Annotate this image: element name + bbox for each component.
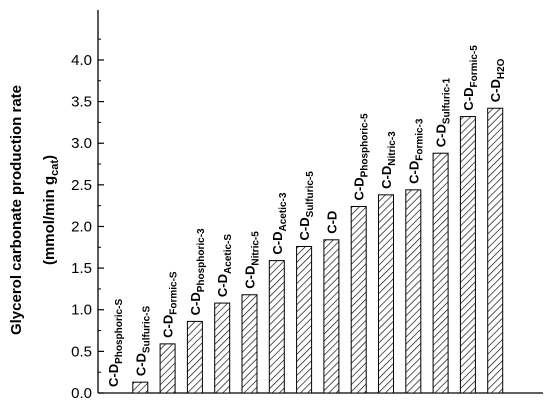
y-tick-label: 2.5 <box>71 177 92 194</box>
y-tick-label: 0.5 <box>71 343 92 360</box>
bar <box>268 260 285 394</box>
bar-label: C-DSulfuric-S <box>133 306 152 377</box>
bar <box>241 294 258 394</box>
bar-label: C-DFormic-3 <box>406 118 425 184</box>
bar-label: C-DPhosphoric-5 <box>352 113 371 200</box>
bar <box>214 302 231 394</box>
y-tick-label: 1.5 <box>71 260 92 277</box>
y-axis-unit-main: (mmol/min g <box>41 176 58 265</box>
bar <box>296 245 313 394</box>
bar-label: C-DH2O <box>488 58 507 102</box>
bar <box>350 205 367 394</box>
y-tick-label: 3.5 <box>71 94 92 111</box>
y-axis-unit-end: ) <box>41 155 58 160</box>
bar <box>132 381 149 394</box>
bar-label: C-D <box>324 211 339 234</box>
y-axis-title: Glycerol carbonate production rate (mmol… <box>8 85 61 335</box>
bar <box>186 320 203 394</box>
bar <box>459 116 476 394</box>
y-axis-title-line1: Glycerol carbonate production rate <box>8 85 25 335</box>
y-tick-label: 0.0 <box>71 385 92 402</box>
y-axis-title-line2: (mmol/min gcat) <box>41 155 61 265</box>
bar-label: C-DSulfuric-5 <box>297 171 316 241</box>
bar-label: C-DNitric-3 <box>379 131 398 189</box>
bar-label: C-DPhosphoric-3 <box>188 228 207 315</box>
bar <box>487 107 504 394</box>
y-axis-unit-sub: cat <box>49 160 61 176</box>
y-tick-label: 3.0 <box>71 135 92 152</box>
bar-label: C-DFormic-5 <box>461 45 480 111</box>
bar <box>405 189 422 394</box>
bar <box>159 343 176 394</box>
bar <box>323 239 340 394</box>
y-tick-label: 1.0 <box>71 302 92 319</box>
plot-area: 0.0 0.5 1.0 1.5 2.0 2.5 3.0 3.5 4.0 C-DPhosphoric… <box>71 10 543 402</box>
bar <box>378 194 394 394</box>
bar-label: C-DAcetic-S <box>215 234 234 297</box>
y-tick-label: 2.0 <box>71 218 92 235</box>
bar-label: C-DAcetic-3 <box>270 192 289 254</box>
y-tick-label: 4.0 <box>71 52 92 69</box>
bar-label: C-DSulfuric-1 <box>434 78 453 148</box>
bar <box>432 152 449 394</box>
bar-label: C-DNitric-5 <box>243 231 262 289</box>
bar-label: C-DFormic-S <box>161 271 180 338</box>
bar-label: C-DPhosphoric-S <box>106 299 125 387</box>
